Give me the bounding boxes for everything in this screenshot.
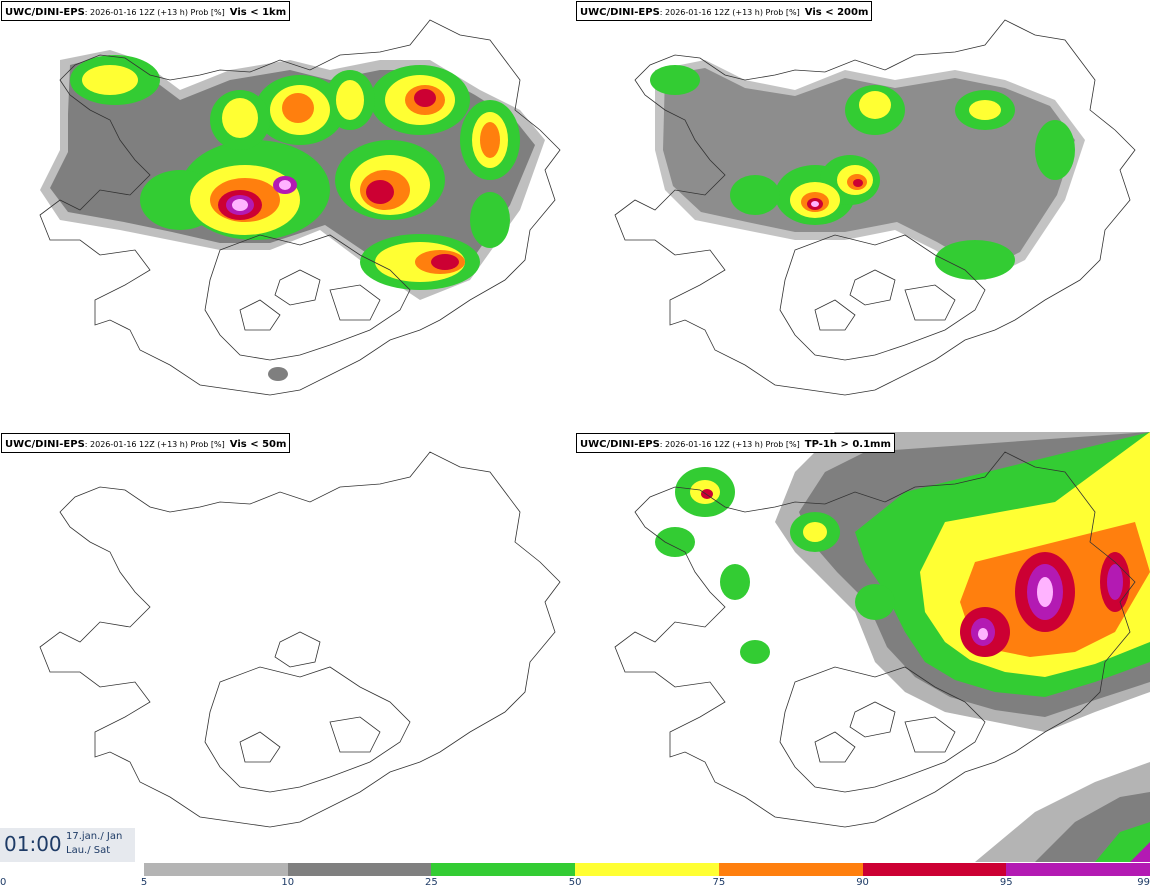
map-canvas xyxy=(39,451,561,828)
run-info: 2026-01-16 12Z (+13 h) Prob [%] xyxy=(665,440,800,449)
model-name: UWC/DINI-EPS xyxy=(580,7,660,18)
model-name: UWC/DINI-EPS xyxy=(5,439,85,450)
colorbar-segment xyxy=(862,863,1007,876)
probability-field xyxy=(650,60,1085,280)
map-panel-tp-1h: UWC/DINI-EPS: 2026-01-16 12Z (+13 h) Pro… xyxy=(575,432,1150,862)
colorbar-tick-label: 50 xyxy=(568,877,582,888)
colorbar-segment xyxy=(575,863,719,876)
map-canvas xyxy=(614,432,1150,862)
probability-colorbar: 0 5 10 25 50 75 90 95 99 xyxy=(0,862,1150,891)
valid-time-box: 01:00 17.jan./ Jan Lau./ Sat xyxy=(0,828,135,862)
map-panel-vis-1km: UWC/DINI-EPS: 2026-01-16 12Z (+13 h) Pro… xyxy=(0,0,575,430)
colorbar-segment xyxy=(287,863,432,876)
valid-time-weekday: Lau./ Sat xyxy=(66,845,111,856)
colorbar-segment xyxy=(431,863,576,876)
colorbar-segment xyxy=(718,863,863,876)
map-panel-vis-50m: UWC/DINI-EPS: 2026-01-16 12Z (+13 h) Pro… xyxy=(0,432,575,862)
iceland-coastline xyxy=(39,19,561,396)
colorbar-segment xyxy=(1006,863,1150,876)
panel-title: UWC/DINI-EPS: 2026-01-16 12Z (+13 h) Pro… xyxy=(576,1,873,21)
colorbar-tick-label: 95 xyxy=(999,877,1013,888)
model-name: UWC/DINI-EPS xyxy=(580,439,660,450)
run-info: 2026-01-16 12Z (+13 h) Prob [%] xyxy=(90,8,225,17)
run-info: 2026-01-16 12Z (+13 h) Prob [%] xyxy=(665,8,800,17)
map-panel-vis-200m: UWC/DINI-EPS: 2026-01-16 12Z (+13 h) Pro… xyxy=(575,0,1150,430)
run-info: 2026-01-16 12Z (+13 h) Prob [%] xyxy=(90,440,225,449)
colorbar-tick-label: 25 xyxy=(425,877,438,888)
colorbar-tick-label: 99 xyxy=(1137,877,1150,888)
iceland-coastline xyxy=(614,19,1136,396)
condition-label: Vis < 50m xyxy=(229,439,287,450)
map-canvas xyxy=(39,19,561,396)
colorbar-tick-label: 75 xyxy=(712,877,726,888)
condition-label: TP-1h > 0.1mm xyxy=(804,439,891,450)
valid-time-clock: 01:00 xyxy=(4,832,62,856)
panel-title: UWC/DINI-EPS: 2026-01-16 12Z (+13 h) Pro… xyxy=(576,433,895,453)
panel-title: UWC/DINI-EPS: 2026-01-16 12Z (+13 h) Pro… xyxy=(1,433,291,453)
probability-field xyxy=(655,432,1150,862)
condition-label: Vis < 1km xyxy=(229,7,287,18)
iceland-coastline xyxy=(39,451,561,828)
probability-field xyxy=(40,50,545,381)
valid-time-date: 17.jan./ Jan xyxy=(66,831,123,842)
iceland-coastline xyxy=(614,451,1136,828)
panel-title: UWC/DINI-EPS: 2026-01-16 12Z (+13 h) Pro… xyxy=(1,1,291,21)
model-name: UWC/DINI-EPS xyxy=(5,7,85,18)
map-canvas xyxy=(614,19,1136,396)
colorbar-tick-label: 5 xyxy=(140,877,148,888)
condition-label: Vis < 200m xyxy=(804,7,869,18)
colorbar-segment xyxy=(144,863,288,876)
colorbar-tick-label: 0 xyxy=(0,877,7,888)
colorbar-tick-label: 10 xyxy=(281,877,295,888)
colorbar-tick-label: 90 xyxy=(856,877,869,888)
